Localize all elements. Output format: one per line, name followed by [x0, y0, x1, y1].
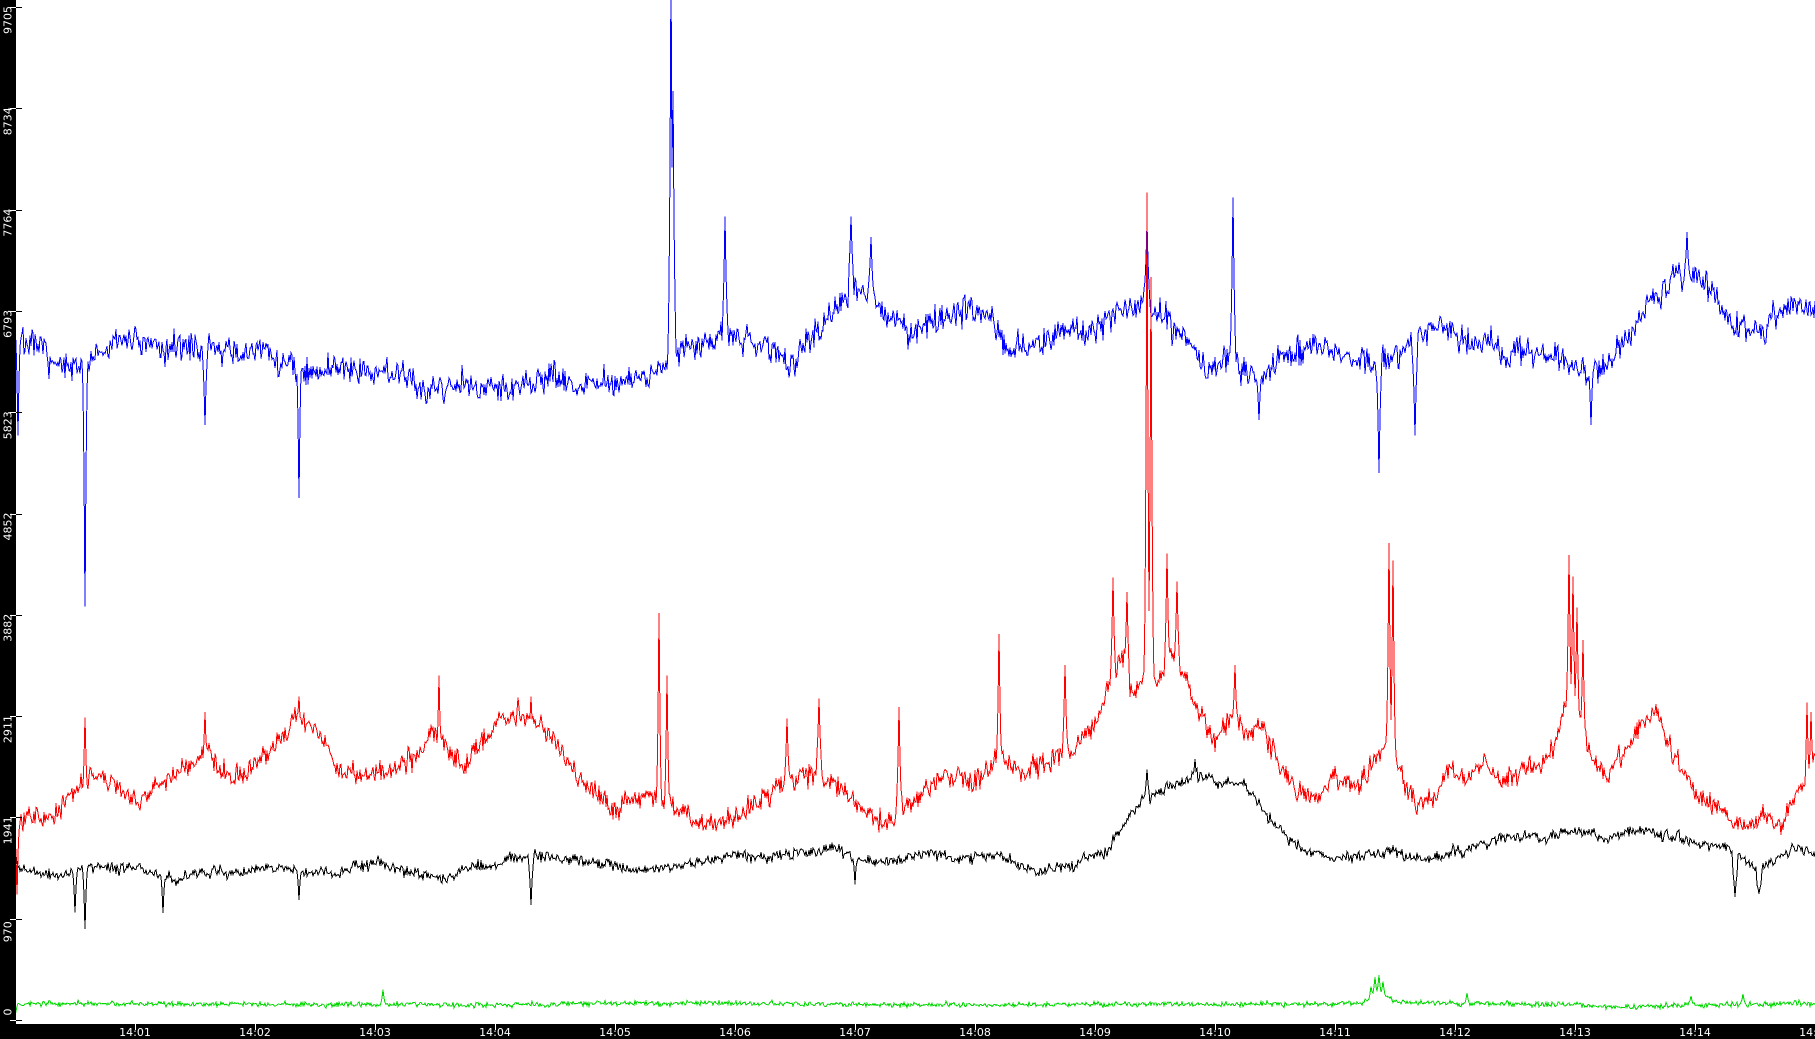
x-tick-label: 14:14 [1679, 1026, 1711, 1039]
x-tick-label: 14:06 [719, 1026, 751, 1039]
x-tick-label: 14:05 [599, 1026, 631, 1039]
y-tick-label: 970 [2, 921, 15, 942]
y-tick-label: 6793 [2, 310, 15, 338]
y-tick-label: 8734 [2, 107, 15, 135]
series-line-blue [14, 0, 1815, 607]
series-line-black [14, 759, 1815, 930]
x-axis-bar [0, 1024, 1815, 1039]
x-tick-label: 14:13 [1559, 1026, 1591, 1039]
x-tick-label: 14:07 [839, 1026, 871, 1039]
y-tick-label: 0 [2, 1009, 15, 1016]
y-tick-label: 9705 [2, 6, 15, 34]
y-tick-label: 5823 [2, 411, 15, 439]
x-tick-label: 14:15 [1799, 1026, 1815, 1039]
y-tick-label: 3882 [2, 614, 15, 642]
series-line-red [14, 192, 1815, 895]
x-tick-label: 14:02 [239, 1026, 271, 1039]
x-tick-label: 14:03 [359, 1026, 391, 1039]
y-tick-label: 1941 [2, 816, 15, 844]
x-tick-label: 14:01 [119, 1026, 151, 1039]
x-tick-label: 14:12 [1439, 1026, 1471, 1039]
series-line-green [14, 975, 1815, 1017]
y-axis-bar [0, 0, 16, 1039]
y-tick-label: 7764 [2, 209, 15, 237]
x-tick-label: 14:09 [1079, 1026, 1111, 1039]
x-tick-label: 14:11 [1319, 1026, 1351, 1039]
x-tick-label: 14:10 [1199, 1026, 1231, 1039]
y-tick-label: 2911 [2, 715, 15, 743]
x-tick-label: 14:08 [959, 1026, 991, 1039]
x-tick-label: 14:04 [479, 1026, 511, 1039]
y-tick-label: 4852 [2, 513, 15, 541]
